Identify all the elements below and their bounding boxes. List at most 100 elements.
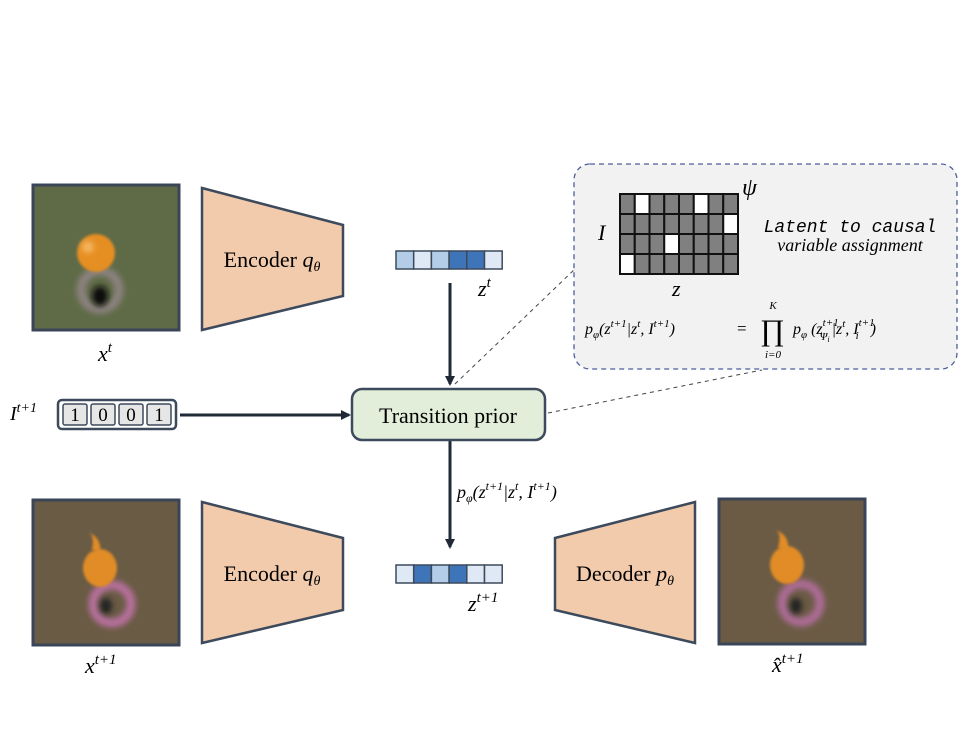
f: |z xyxy=(627,321,638,338)
latent-cell xyxy=(466,250,486,270)
formula-eq: = xyxy=(737,319,747,338)
f: t xyxy=(842,318,846,330)
latent-cell xyxy=(395,564,415,584)
grid-cell xyxy=(648,233,666,255)
encoder-bottom xyxy=(200,500,345,645)
grid-cell xyxy=(692,213,710,235)
grid-cell xyxy=(707,193,725,215)
row-label: I xyxy=(597,220,607,245)
t: q xyxy=(302,247,313,272)
formula-prod: ∏ xyxy=(760,314,785,347)
t: t+1 xyxy=(477,590,499,606)
t: z xyxy=(467,591,477,616)
f: i xyxy=(856,330,859,342)
encoder-label: Encoder qθ xyxy=(224,561,321,589)
f: t+1 xyxy=(533,479,550,493)
grid-cell xyxy=(678,213,695,235)
bit-label: 1 xyxy=(154,405,164,426)
label-xt: xt xyxy=(97,340,113,366)
latent-cell xyxy=(412,250,433,270)
f: p xyxy=(792,321,801,338)
latent-cell xyxy=(430,564,450,584)
grid-cell xyxy=(633,233,651,255)
t: θ xyxy=(667,574,674,589)
caption: variable assignment xyxy=(777,235,923,255)
f: ) xyxy=(669,321,675,338)
grid-cell xyxy=(692,253,710,275)
grid-cell xyxy=(619,213,636,235)
f: ) xyxy=(550,482,557,503)
t: q xyxy=(302,561,313,586)
t: p xyxy=(654,561,667,586)
label-intervention: It+1 xyxy=(9,401,37,425)
bit-label: 1 xyxy=(70,405,80,426)
f: t+1 xyxy=(823,317,839,329)
f: i xyxy=(827,335,829,344)
grid-cell xyxy=(722,253,739,275)
f: t+1 xyxy=(654,318,670,330)
assignment-grid xyxy=(619,193,739,275)
f: t+1 xyxy=(486,479,503,493)
label-zt1: zt+1 xyxy=(467,590,498,616)
grid-cell xyxy=(648,253,666,275)
grid-cell xyxy=(663,193,680,215)
grid-cell xyxy=(648,213,666,235)
prior-label: pφ(zt+1|zt, It+1) xyxy=(455,479,557,505)
bit-cell xyxy=(62,403,88,426)
t: t xyxy=(108,340,113,356)
grid-cell xyxy=(722,193,739,215)
f: , I xyxy=(518,482,534,502)
f: t+1 xyxy=(611,318,627,330)
grid-cell xyxy=(707,213,725,235)
t: x̂ xyxy=(771,652,782,677)
col-label: z xyxy=(671,276,681,301)
latent-cell xyxy=(483,250,503,270)
t: t xyxy=(487,275,492,291)
f: , I xyxy=(640,321,654,338)
latent-cell xyxy=(448,250,468,270)
grid-cell xyxy=(619,253,636,275)
encoder-top xyxy=(200,186,345,332)
formula-rhs: pφ (zt+1 Ψi|zt, It+1 i) xyxy=(792,317,876,344)
latent-vector xyxy=(395,250,503,270)
f: φ xyxy=(593,329,599,341)
t: z xyxy=(477,276,487,301)
f: ) xyxy=(870,321,876,338)
t: t+1 xyxy=(17,401,37,416)
t: t+1 xyxy=(782,651,804,667)
t: t+1 xyxy=(95,652,117,668)
latent-cell xyxy=(412,564,433,584)
formula-lhs: pφ(zt+1|zt, It+1) xyxy=(584,318,675,341)
grid-cell xyxy=(692,233,710,255)
grid-cell xyxy=(678,233,695,255)
t: I xyxy=(9,403,18,425)
t: Encoder xyxy=(224,247,298,272)
f: , I xyxy=(845,321,859,338)
t: x xyxy=(84,653,95,678)
label-zt: zt xyxy=(477,275,492,301)
f: φ xyxy=(801,329,807,341)
grid-cell xyxy=(722,233,739,255)
bit-label: 0 xyxy=(98,405,108,426)
formula-upper: K xyxy=(768,300,777,312)
f: t xyxy=(637,318,641,330)
transition-box xyxy=(350,387,547,442)
grid-cell xyxy=(707,233,725,255)
encoder-label: Encoder qθ xyxy=(224,247,321,275)
grid-cell xyxy=(663,233,680,255)
grid-cell xyxy=(633,213,651,235)
grid-cell xyxy=(619,193,636,215)
grid-cell xyxy=(633,253,651,275)
f: (z xyxy=(473,482,486,503)
image-xt1 xyxy=(31,498,181,647)
decoder xyxy=(553,500,697,645)
latent-cell xyxy=(448,564,468,584)
t: θ xyxy=(313,260,320,275)
latent-vector xyxy=(395,564,503,584)
f: (z xyxy=(807,321,823,338)
grid-cell xyxy=(648,193,666,215)
t: x xyxy=(97,341,108,366)
f: (z xyxy=(599,321,611,338)
